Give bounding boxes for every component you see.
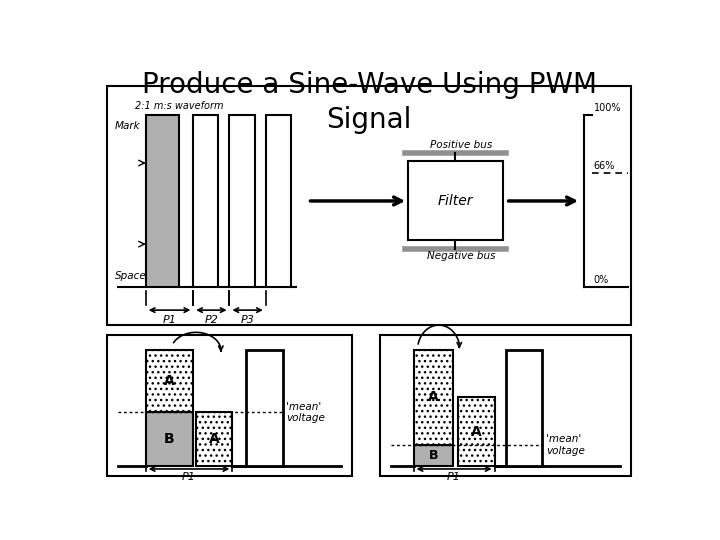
Text: Produce a Sine-Wave Using PWM
Signal: Produce a Sine-Wave Using PWM Signal (142, 71, 596, 133)
Bar (380, 335, 631, 476)
Text: 'mean'
voltage: 'mean' voltage (546, 434, 585, 456)
Text: 0%: 0% (594, 275, 609, 285)
Text: 'mean'
voltage: 'mean' voltage (286, 402, 325, 423)
Text: Space: Space (115, 271, 147, 281)
Bar (196, 413, 233, 466)
Bar (414, 445, 453, 466)
Bar (408, 161, 503, 240)
Text: A: A (428, 390, 438, 404)
Text: 2:1 m:s waveform: 2:1 m:s waveform (135, 100, 223, 111)
Bar (246, 349, 282, 466)
Bar (145, 413, 193, 466)
Text: B: B (164, 432, 175, 446)
Text: P3: P3 (240, 315, 255, 325)
Text: P2: P2 (204, 315, 218, 325)
Text: Negative bus: Negative bus (427, 251, 495, 261)
Bar (230, 114, 255, 287)
Bar (193, 114, 218, 287)
Text: A: A (209, 432, 220, 446)
Bar (505, 349, 542, 466)
Bar (107, 335, 352, 476)
Text: Filter: Filter (438, 194, 473, 208)
Text: Positive bus: Positive bus (430, 140, 492, 150)
Bar (414, 349, 453, 445)
Bar (266, 114, 291, 287)
Text: P1: P1 (163, 315, 176, 325)
Text: A: A (471, 424, 482, 438)
Bar (145, 114, 179, 287)
Text: Mark: Mark (115, 121, 140, 131)
Bar (459, 397, 495, 466)
Bar (145, 349, 193, 413)
Bar (107, 85, 631, 325)
Text: A: A (164, 374, 175, 388)
Text: 100%: 100% (594, 103, 621, 113)
Text: B: B (428, 449, 438, 462)
Text: P1: P1 (182, 472, 196, 482)
Text: P1: P1 (447, 472, 461, 482)
Text: 66%: 66% (594, 161, 616, 171)
